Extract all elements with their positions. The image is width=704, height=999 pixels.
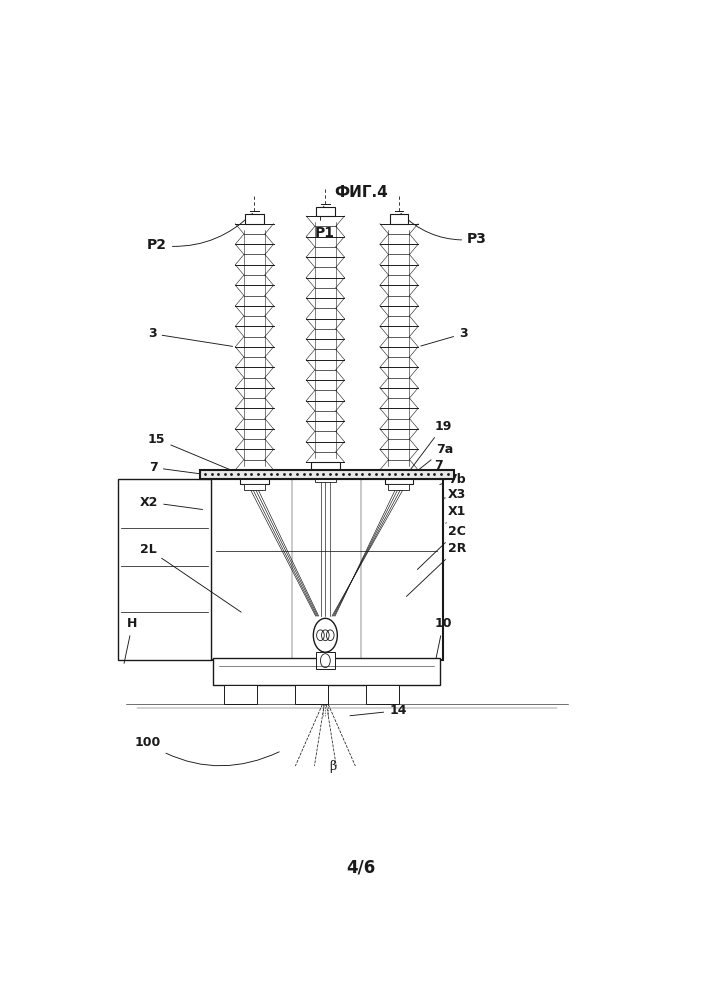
Text: 15: 15 [148, 433, 246, 477]
FancyBboxPatch shape [200, 470, 453, 480]
Text: 7b: 7b [440, 473, 466, 486]
FancyBboxPatch shape [315, 477, 336, 483]
FancyBboxPatch shape [225, 685, 257, 704]
Text: 19: 19 [406, 420, 452, 476]
Text: 100: 100 [134, 736, 279, 766]
FancyBboxPatch shape [316, 207, 335, 216]
Text: β: β [329, 759, 337, 772]
FancyBboxPatch shape [245, 215, 264, 224]
Text: 7a: 7a [401, 443, 453, 484]
Text: 7: 7 [149, 462, 203, 475]
Text: 3: 3 [421, 328, 467, 346]
Text: X1: X1 [446, 504, 467, 523]
Text: 14: 14 [350, 704, 407, 717]
FancyBboxPatch shape [210, 480, 443, 660]
FancyBboxPatch shape [118, 480, 210, 660]
Text: X3: X3 [444, 488, 466, 500]
FancyBboxPatch shape [315, 652, 335, 669]
FancyBboxPatch shape [244, 484, 265, 490]
Text: H: H [124, 617, 138, 663]
FancyBboxPatch shape [389, 484, 410, 490]
Text: P1: P1 [315, 206, 334, 240]
Text: 2C: 2C [417, 524, 466, 569]
Text: 3: 3 [148, 328, 232, 347]
Text: 7: 7 [434, 459, 448, 475]
FancyBboxPatch shape [384, 470, 413, 484]
Text: 2L: 2L [140, 542, 241, 612]
Text: X2: X2 [140, 496, 203, 509]
FancyBboxPatch shape [311, 463, 339, 477]
Text: 2R: 2R [406, 541, 467, 596]
Text: 4/6: 4/6 [346, 858, 375, 876]
FancyBboxPatch shape [366, 685, 399, 704]
FancyBboxPatch shape [389, 215, 408, 224]
Text: 10: 10 [434, 617, 452, 663]
Text: P3: P3 [401, 214, 487, 246]
FancyBboxPatch shape [240, 470, 269, 484]
Text: P2: P2 [147, 214, 253, 253]
FancyBboxPatch shape [296, 685, 328, 704]
Text: ФИГ.4: ФИГ.4 [334, 186, 388, 201]
FancyBboxPatch shape [213, 658, 440, 685]
